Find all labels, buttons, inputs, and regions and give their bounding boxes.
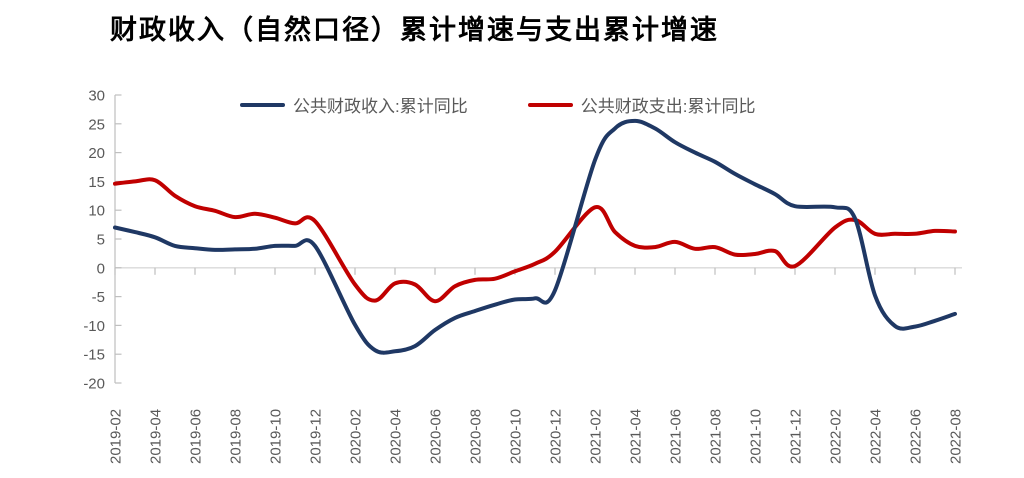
x-axis-tick-label: 2022-02 [828,409,845,464]
legend-swatch-revenue-line [240,102,285,107]
legend-label-expenditure: 公共财政支出:累计同比 [580,97,756,116]
x-axis-tick-label: 2021-04 [628,409,645,464]
x-axis-tick-label: 2022-06 [908,409,925,464]
y-axis-tick-label: 20 [88,145,105,162]
expenditure-line-path [113,177,957,304]
x-axis-tick-label: 2021-02 [588,409,605,464]
y-axis-tick-label: 15 [88,174,105,191]
legend-item-expenditure: 公共财政支出:累计同比 [527,92,756,117]
x-axis-tick-label: 2020-12 [548,409,565,464]
x-axis-tick-label: 2022-04 [868,409,885,464]
x-axis-tick-label: 2021-12 [788,409,805,464]
x-axis-tick-label: 2020-02 [348,409,365,464]
legend-label-revenue: 公共财政收入:累计同比 [293,97,468,116]
x-axis-tick-label: 2019-10 [268,409,285,464]
x-axis-tick-label: 2021-10 [748,409,765,464]
y-axis-tick-label: 30 [88,88,105,105]
y-axis-tick-label: 25 [88,116,105,133]
y-axis-tick-label: 5 [97,232,105,249]
y-axis-tick-label: -20 [83,376,105,393]
y-axis-tick-label: -15 [83,347,105,364]
x-axis-tick-label: 2021-08 [708,409,725,464]
legend-swatch-expenditure-line [527,102,573,107]
x-axis-tick-label: 2019-06 [188,409,205,464]
x-axis-tick-label: 2022-08 [948,409,965,464]
legend-item-revenue: 公共财政收入:累计同比 [240,92,468,117]
y-axis-tick-label: -10 [83,318,105,335]
x-axis-tick-label: 2020-06 [428,409,445,464]
x-axis-tick-label: 2020-10 [508,409,525,464]
x-axis-tick-label: 2021-06 [668,409,685,464]
x-axis-tick-label: 2020-04 [388,409,405,464]
x-axis-tick-label: 2019-04 [148,409,165,464]
x-axis-tick-label: 2019-02 [108,409,125,464]
chart-legend: 公共财政收入:累计同比 公共财政支出:累计同比 [240,92,755,117]
x-axis-tick-label: 2019-08 [228,409,245,464]
y-axis-tick-label: 0 [97,260,105,277]
y-axis-tick-label: 10 [88,203,105,220]
x-axis-tick-label: 2020-08 [468,409,485,464]
chart-title: 财政收入（自然口径）累计增速与支出累计增速 [110,15,719,45]
revenue-line-path [113,118,957,355]
y-axis-tick-label: -5 [92,289,105,306]
x-axis-tick-label: 2019-12 [308,409,325,464]
